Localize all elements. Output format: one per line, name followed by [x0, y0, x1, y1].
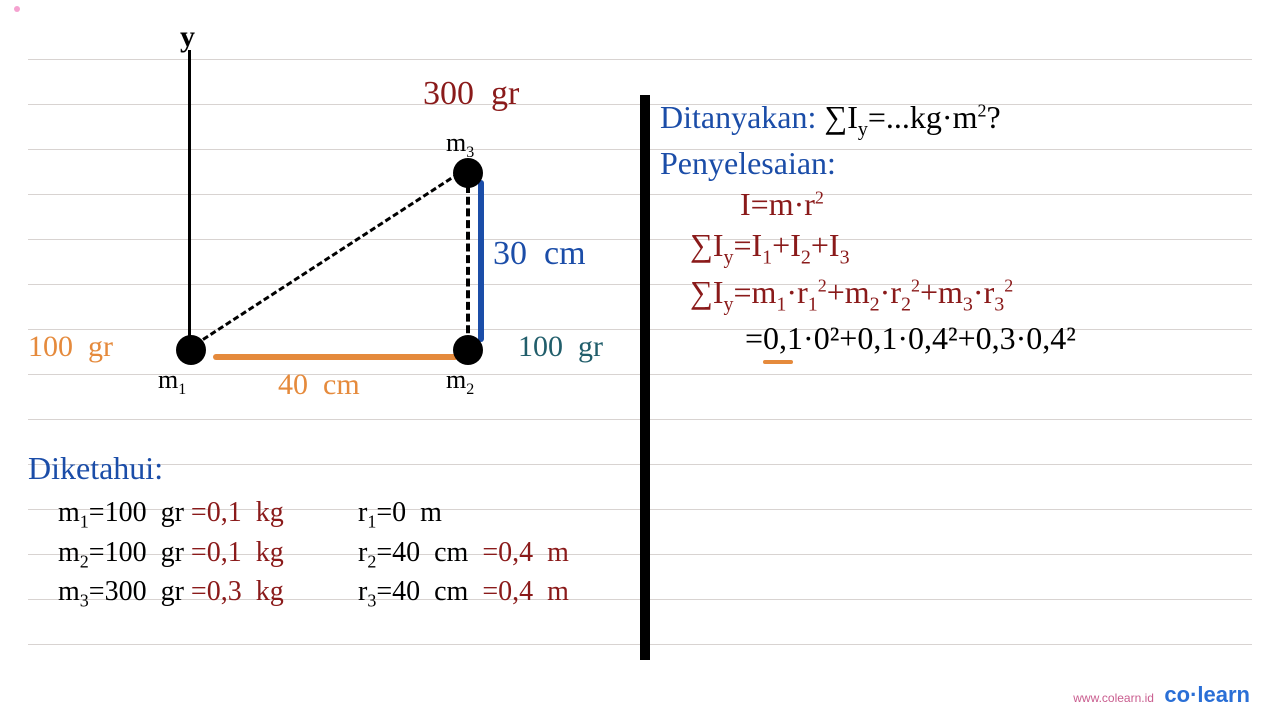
- dashed-vertical: [466, 185, 470, 345]
- footer-url: www.colearn.id: [1073, 691, 1154, 705]
- mass-m2: [453, 335, 483, 365]
- m2-letter: m: [446, 365, 466, 394]
- label-m3: m3: [446, 128, 474, 162]
- expand-line-2: ∑Iy=m1·r12+m2·r22+m3·r32: [690, 274, 1260, 316]
- m3-letter: m: [446, 128, 466, 157]
- side-segment: [478, 180, 484, 342]
- m1-letter: m: [158, 365, 178, 394]
- mass-text-m3: 300 gr: [423, 75, 519, 113]
- base-segment: [213, 354, 458, 360]
- label-m1: m1: [158, 365, 186, 399]
- known-title: Diketahui:: [28, 450, 640, 487]
- m2-sub: 2: [466, 381, 474, 398]
- vertical-divider: [640, 95, 650, 660]
- y-axis-label: y: [180, 20, 195, 54]
- asked-label: Ditanyakan:: [660, 99, 816, 135]
- l3-pre: ∑I: [690, 274, 723, 310]
- l2-eq: =I: [733, 227, 762, 263]
- l2-pre: ∑I: [690, 227, 723, 263]
- m1-sub: 1: [178, 381, 186, 398]
- l3-eq: =m: [733, 274, 776, 310]
- underline-accent: [763, 360, 793, 364]
- asked-post: =...kg·m: [868, 99, 978, 135]
- known-section: Diketahui: m1=100 gr =0,1 kgr1=0 m m2=100…: [28, 450, 640, 616]
- asked-sub: y: [858, 118, 868, 140]
- numeric-text: =0,1·0²+0,1·0,4²+0,3·0,4²: [745, 320, 1076, 356]
- solve-title: Penyelesaian:: [660, 145, 1260, 182]
- brand-b: learn: [1197, 682, 1250, 707]
- known-row: m2=100 gr =0,1 kgr2=40 cm =0,4 m: [58, 537, 640, 573]
- m3-sub: 3: [466, 144, 474, 161]
- brand-a: co: [1164, 682, 1190, 707]
- formula-line: I=m·r2: [740, 186, 1260, 223]
- numeric-line: =0,1·0²+0,1·0,4²+0,3·0,4²: [745, 320, 1260, 357]
- mass-text-m2: 100 gr: [518, 330, 603, 364]
- physics-diagram: y m1 m2 m3 100 gr 100 gr 300 gr 40 cm 30…: [28, 30, 640, 420]
- y-axis-line: [188, 50, 191, 355]
- mass-m1: [176, 335, 206, 365]
- base-length: 40 cm: [278, 368, 360, 402]
- known-row: m1=100 gr =0,1 kgr1=0 m: [58, 497, 640, 533]
- expand-line-1: ∑Iy=I1+I2+I3: [690, 227, 1260, 269]
- right-column: Ditanyakan: ∑Iy=...kg·m2? Penyelesaian: …: [660, 95, 1260, 361]
- known-row: m3=300 gr =0,3 kgr3=40 cm =0,4 m: [58, 576, 640, 612]
- pink-dot: [14, 6, 20, 12]
- formula-text: I=m·r: [740, 186, 815, 222]
- mass-text-m1: 100 gr: [28, 330, 113, 364]
- asked-q: ?: [986, 99, 1000, 135]
- mass-m3: [453, 158, 483, 188]
- asked-sigma: ∑I: [824, 99, 857, 135]
- footer-brand: co·learn: [1164, 682, 1250, 707]
- label-m2: m2: [446, 365, 474, 399]
- footer: www.colearn.id co·learn: [1073, 682, 1250, 708]
- l2-sub: y: [723, 247, 733, 269]
- side-length: 30 cm: [493, 235, 586, 273]
- dashed-hypotenuse: [202, 172, 459, 341]
- left-column: y m1 m2 m3 100 gr 100 gr 300 gr 40 cm 30…: [28, 0, 640, 660]
- asked-line: Ditanyakan: ∑Iy=...kg·m2?: [660, 99, 1260, 141]
- l3-sub: y: [723, 293, 733, 315]
